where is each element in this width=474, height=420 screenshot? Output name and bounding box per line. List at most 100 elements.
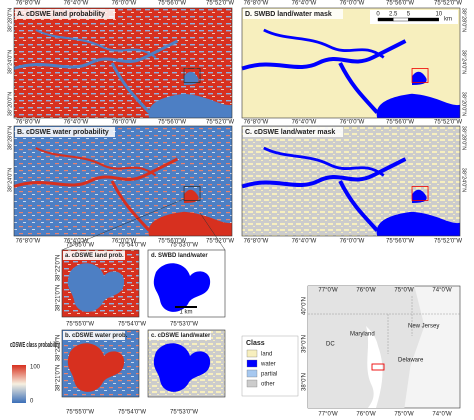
lon-label: 75°56'0"W: [386, 1, 414, 7]
scale-seg: [377, 17, 394, 22]
zoom-title: d. SWBD land/water: [151, 253, 208, 259]
zoom-box: [183, 186, 201, 201]
lat-label: 40°0'N: [302, 297, 308, 315]
scale-seg: [408, 17, 439, 22]
lon-label: 76°4'0"W: [292, 239, 317, 245]
lon-label: 77°0'W: [318, 412, 338, 418]
panel-title: B. cDSWE water probability: [17, 129, 109, 136]
lat-label: 38°28'0"N: [7, 8, 13, 32]
map-frame: [241, 125, 461, 237]
lon-label: 75°53'0"W: [170, 410, 198, 416]
lon-label: 75°56'0"W: [158, 1, 186, 7]
map-frame: [13, 7, 233, 119]
lake: [412, 189, 427, 203]
lake: [412, 71, 427, 85]
lon-label: 75°53'0"W: [170, 243, 198, 249]
lon-label: 75°54'0"W: [118, 243, 146, 249]
lon-label: 75°52'0"W: [434, 120, 462, 126]
lon-label: 76°0'0"W: [340, 1, 365, 7]
legend-swatch: [246, 369, 258, 378]
title-bg: [15, 9, 115, 19]
title-bg: [63, 251, 125, 260]
lat-label: 38°22'0"N: [56, 335, 62, 362]
lon-label: 76°8'0"W: [16, 239, 41, 245]
zoom-frame: [61, 249, 140, 318]
inset-land: [308, 286, 425, 408]
lon-label: 75°56'0"W: [386, 239, 414, 245]
place-label: DC: [326, 342, 335, 348]
panel-title: D. SWBD land/water mask: [245, 11, 332, 18]
lon-label: 75°52'0"W: [206, 1, 234, 7]
lon-label: 75°55'0"W: [66, 243, 94, 249]
title-bg: [243, 9, 343, 19]
bay: [376, 211, 460, 236]
connector: [61, 198, 185, 251]
river: [35, 29, 157, 59]
zoom-frame: [147, 329, 226, 398]
lon-label: 76°4'0"W: [292, 1, 317, 7]
lat-label: 38°28'0"N: [461, 126, 467, 150]
lon-label: 75°52'0"W: [434, 1, 462, 7]
legend-title: Class: [246, 340, 265, 347]
zoom-lake: [67, 343, 125, 392]
panel-title: A. cDSWE land probability: [17, 11, 105, 18]
lon-label: 76°4'0"W: [64, 1, 89, 7]
river: [13, 157, 179, 188]
lon-label: 75°55'0"W: [66, 322, 94, 328]
title-bg: [149, 331, 211, 340]
lon-label: 76°0'0"W: [112, 239, 137, 245]
river: [13, 39, 179, 70]
legend-max: 100: [30, 365, 41, 371]
title-bg: [15, 127, 115, 137]
zoom-title: b. cDSWE water prob.: [65, 333, 128, 339]
zoom-box: [183, 68, 201, 83]
zoom-scale: 1 km: [179, 310, 192, 316]
legend-min: 0: [30, 399, 34, 405]
scale-label: 5: [407, 12, 411, 18]
lake: [184, 71, 199, 85]
zoom-frame: [147, 249, 226, 318]
lon-label: 75°0'W: [394, 412, 414, 418]
river: [110, 180, 151, 232]
river: [110, 62, 151, 114]
lon-label: 75°52'0"W: [434, 239, 462, 245]
lon-label: 75°0'W: [394, 288, 414, 294]
lon-label: 74°0'W: [432, 288, 452, 294]
zoom-box: [411, 68, 429, 83]
scale-unit: km: [444, 17, 452, 23]
legend-title: cDSWE class probability: [10, 342, 60, 349]
zoom-lake: [67, 263, 125, 312]
legend-swatch: [246, 359, 258, 368]
lon-label: 76°0'0"W: [340, 239, 365, 245]
inset-marker: [371, 363, 385, 371]
lon-label: 76°0'W: [356, 412, 376, 418]
lon-label: 76°4'0"W: [64, 120, 89, 126]
lon-label: 75°54'0"W: [118, 410, 146, 416]
scale-label: 2.5: [389, 12, 398, 18]
lon-label: 76°0'W: [356, 288, 376, 294]
lat-label: 38°20'0"N: [461, 92, 467, 116]
zoom-lake: [153, 263, 211, 312]
lat-label: 39°0'N: [302, 335, 308, 353]
river: [263, 28, 385, 59]
lon-label: 75°56'0"W: [158, 120, 186, 126]
lat-label: 38°28'0"N: [7, 126, 13, 150]
lon-label: 75°52'0"W: [206, 120, 234, 126]
lat-label: 38°24'0"N: [461, 168, 467, 192]
legend-swatch: [246, 379, 258, 388]
river: [241, 157, 407, 189]
title-bg: [149, 251, 211, 260]
lon-label: 75°54'0"W: [118, 322, 146, 328]
lon-label: 75°53'0"W: [170, 322, 198, 328]
legend-item: water: [260, 362, 276, 368]
lon-label: 74°0'W: [432, 412, 452, 418]
river: [263, 146, 385, 177]
lat-label: 38°20'0"N: [7, 92, 13, 116]
legend-item: other: [261, 382, 275, 388]
scale-label: 10: [435, 12, 442, 18]
lon-label: 76°4'0"W: [64, 239, 89, 245]
river: [338, 62, 379, 114]
river: [241, 39, 407, 71]
lon-label: 76°4'0"W: [292, 120, 317, 126]
